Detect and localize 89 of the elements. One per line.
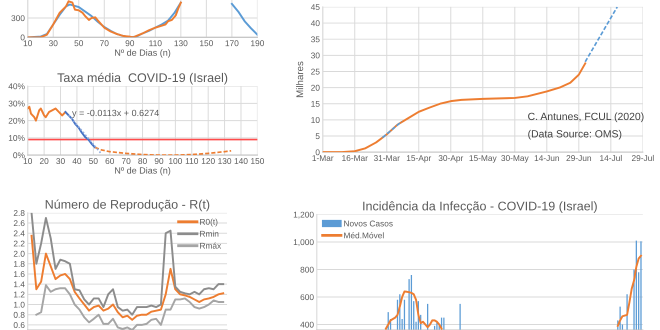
y-tick-label: 30 bbox=[311, 52, 320, 58]
x-tick-label: 90 bbox=[154, 158, 164, 164]
x-tick-label: 60 bbox=[106, 158, 114, 164]
line-series bbox=[35, 284, 224, 330]
x-tick-label: 110 bbox=[186, 158, 198, 164]
x-tick-label: 70 bbox=[122, 158, 130, 164]
y-tick-label: 2.2 bbox=[14, 240, 25, 246]
y-tick-label: 45 bbox=[310, 4, 320, 10]
y-tick-label: 2.8 bbox=[14, 210, 25, 216]
x-tick-label: 190 bbox=[251, 40, 264, 46]
y-tick-label: 1,200 bbox=[294, 212, 314, 219]
x-tick-label: 80 bbox=[138, 158, 147, 164]
y-tick-label: 1.8 bbox=[14, 260, 25, 267]
y-tick-label: 40 bbox=[310, 20, 320, 26]
line-series bbox=[28, 0, 182, 38]
x-tick-label: 150 bbox=[200, 40, 213, 46]
x-tick-label: 100 bbox=[169, 158, 182, 164]
x-tick-label: 20 bbox=[40, 158, 48, 164]
line-series bbox=[30, 212, 224, 316]
annotation: y = -0.0113x + 0.6274 bbox=[72, 110, 159, 118]
x-tick-label: 170 bbox=[226, 40, 239, 46]
x-tick-label: 15-May bbox=[470, 155, 497, 163]
legend-label: Novos Casos bbox=[344, 220, 393, 226]
x-tick-label: 10 bbox=[24, 40, 32, 46]
x-tick-label: 140 bbox=[234, 158, 248, 164]
y-tick-label: 0 bbox=[20, 34, 25, 40]
x-tick-label: 50 bbox=[74, 40, 84, 46]
line-series bbox=[28, 106, 66, 122]
x-tick-label: 150 bbox=[251, 158, 264, 164]
x-axis-title: Nº de Dias (n) bbox=[115, 49, 170, 58]
legend-label: Méd.Móvel bbox=[344, 232, 384, 238]
x-tick-label: 29-Jul bbox=[632, 154, 654, 162]
x-axis-title: Nº de Dias (n) bbox=[115, 167, 170, 176]
x-tick-label: 30 bbox=[56, 158, 65, 164]
y-tick-label: 40% bbox=[8, 83, 25, 90]
y-tick-label: 5 bbox=[316, 133, 320, 140]
legend-label: R0(t) bbox=[200, 218, 218, 226]
y-tick-label: 1.6 bbox=[14, 271, 25, 278]
x-tick-label: 110 bbox=[149, 40, 162, 46]
y-tick-label: 1.4 bbox=[14, 281, 25, 288]
y-tick-label: 1,000 bbox=[294, 239, 314, 246]
x-tick-label: 30 bbox=[48, 40, 58, 46]
y-tick-label: 15 bbox=[311, 101, 320, 107]
x-tick-label: 10 bbox=[24, 158, 32, 164]
x-tick-label: 14-Jun bbox=[534, 155, 560, 162]
x-tick-label: 14-Jul bbox=[600, 154, 622, 162]
y-tick-label: 600 bbox=[300, 294, 314, 300]
y-tick-label: 35 bbox=[311, 36, 320, 42]
y-tick-label: 400 bbox=[300, 322, 314, 328]
x-tick-label: 30-Apr bbox=[438, 155, 464, 163]
x-tick-label: 120 bbox=[202, 158, 215, 164]
x-tick-label: 90 bbox=[126, 40, 134, 46]
y-tick-label: 0.6 bbox=[14, 322, 25, 328]
x-tick-label: 70 bbox=[100, 40, 109, 46]
legend-label: Rmáx bbox=[200, 242, 222, 249]
y-tick-label: 800 bbox=[300, 266, 314, 273]
x-tick-label: 130 bbox=[174, 40, 188, 46]
y-axis-title: Milhares bbox=[296, 62, 304, 98]
y-tick-label: 0 bbox=[316, 149, 320, 156]
y-tick-label: 25 bbox=[311, 68, 320, 75]
y-tick-label: 0% bbox=[13, 152, 25, 158]
y-tick-label: 300 bbox=[11, 15, 25, 22]
y-tick-label: 0.8 bbox=[14, 312, 25, 318]
x-tick-label: 29-Jun bbox=[566, 155, 592, 162]
y-tick-label: 10 bbox=[311, 117, 320, 123]
y-tick-label: 1.2 bbox=[14, 292, 25, 298]
annotation: (Data Source: OMS) bbox=[528, 130, 622, 140]
y-tick-label: 20% bbox=[8, 118, 25, 124]
y-tick-label: 2.0 bbox=[14, 250, 25, 257]
x-tick-label: 130 bbox=[218, 158, 232, 164]
x-tick-label: 15-Apr bbox=[406, 155, 432, 163]
y-tick-label: 30% bbox=[8, 100, 25, 106]
x-tick-label: 30-May bbox=[501, 155, 529, 163]
y-tick-label: 2.6 bbox=[14, 220, 25, 226]
annotation: C. Antunes, FCUL (2020) bbox=[528, 112, 644, 122]
y-tick-label: 20 bbox=[311, 84, 320, 91]
chart-title: Número de Reprodução - R(t) bbox=[46, 199, 210, 212]
line-series bbox=[94, 146, 232, 156]
x-tick-label: 16-Mar bbox=[342, 155, 368, 162]
x-tick-label: 50 bbox=[89, 158, 98, 164]
x-tick-label: 31-Mar bbox=[374, 155, 400, 162]
y-tick-label: 10% bbox=[8, 135, 25, 141]
y-tick-label: 1.0 bbox=[14, 302, 25, 308]
x-tick-label: 1-Mar bbox=[312, 155, 334, 162]
y-tick-label: 2.4 bbox=[14, 230, 25, 236]
chart-title: Incidência da Infecção - COVID-19 (Israel) bbox=[363, 201, 597, 213]
chart-title: Taxa média COVID-19 (Israel) bbox=[57, 72, 228, 85]
x-tick-label: 40 bbox=[72, 158, 82, 164]
legend-label: Rmin bbox=[200, 230, 218, 237]
